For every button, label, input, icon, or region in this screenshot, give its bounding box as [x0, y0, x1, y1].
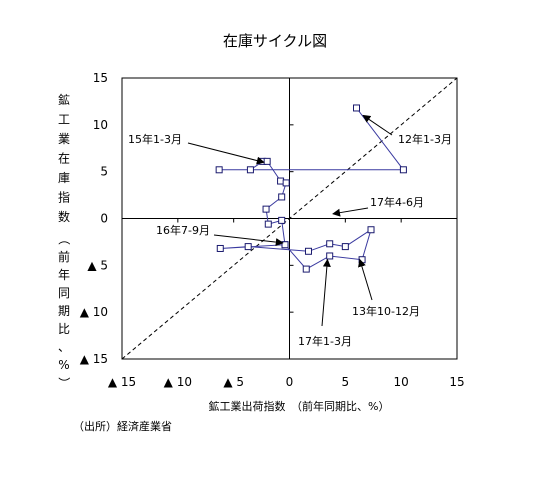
annotation-label: 17年1-3月 [298, 334, 352, 348]
data-point [216, 244, 224, 252]
annotation-label: 15年1-3月 [128, 132, 182, 146]
annotation-arrow [187, 142, 265, 165]
data-point [246, 166, 254, 174]
data-point [278, 193, 286, 201]
data-point [263, 157, 271, 165]
x-axis-label: 鉱工業出荷指数 （前年同期比、%） [209, 399, 390, 413]
data-point [326, 240, 334, 248]
annotations-layer: 12年1-3月 15年1-3月 17年4-6月 16年7-9月 13年10-12月 17年… [128, 114, 452, 348]
annotation-label: 16年7-9月 [156, 223, 210, 237]
data-point [215, 166, 223, 174]
x-tick-label: ▲ 10 [164, 375, 192, 389]
data-point [353, 104, 360, 112]
x-tick-label: 5 [342, 375, 350, 389]
y-tick-label: 10 [93, 118, 108, 132]
source-note: （出所）経済産業省 [73, 419, 172, 433]
y-label-char: 年 [58, 268, 70, 282]
y-tick-label: ▲ 5 [87, 258, 108, 272]
y-label-char: 期 [58, 304, 70, 318]
annotation-arrow [332, 207, 369, 217]
annotation-label: 17年4-6月 [370, 195, 424, 209]
chart-title: 在庫サイクル図 [223, 32, 327, 50]
data-point [367, 226, 375, 234]
data-point [244, 243, 252, 251]
x-tick-label: 15 [449, 375, 464, 389]
tick-labels: ▲ 15 ▲ 10 ▲ 5 0 5 10 15 15 10 5 0 ▲ 5 ▲ 10 ▲ 15 [80, 71, 465, 389]
annotation-label: 12年1-3月 [398, 132, 452, 146]
y-label-char: 業 [58, 132, 70, 146]
annotation-arrow [213, 234, 284, 247]
x-tick-label: 0 [286, 375, 294, 389]
annotation-arrow [358, 258, 373, 301]
y-tick-label: 15 [93, 71, 108, 85]
data-point [304, 247, 312, 255]
data-point [282, 179, 290, 187]
x-tick-label: ▲ 5 [223, 375, 244, 389]
y-label-char: % [58, 358, 69, 372]
y-label-char: 工 [58, 113, 70, 127]
data-point [278, 216, 286, 224]
y-label-char: 在 [58, 152, 70, 166]
series-layer [215, 104, 407, 273]
data-point [281, 241, 289, 249]
annotation-arrow [362, 114, 393, 136]
data-point [341, 243, 349, 251]
y-label-char: 指 [58, 190, 70, 205]
y-label-char: 、 [58, 340, 70, 354]
y-tick-label: ▲ 15 [80, 352, 108, 366]
annotation-arrow [321, 258, 331, 327]
data-point [399, 166, 407, 174]
y-label-char: ） [57, 377, 71, 389]
y-label-char: 比 [58, 322, 70, 336]
data-point [326, 252, 334, 260]
axes-layer [121, 77, 458, 360]
y-tick-label: ▲ 10 [80, 305, 108, 319]
y-label-char: 前 [58, 249, 70, 264]
y-label-char: 同 [58, 286, 70, 300]
y-label-char: （ [57, 233, 71, 245]
data-point [302, 265, 310, 273]
y-label-char: 庫 [58, 171, 70, 185]
data-point [262, 205, 270, 213]
x-tick-label: 10 [394, 375, 409, 389]
x-tick-label: ▲ 15 [108, 375, 136, 389]
data-point [264, 220, 272, 228]
y-tick-label: 0 [100, 212, 108, 226]
diagonal-reference-line [121, 77, 458, 360]
y-label-char: 鉱 [58, 92, 70, 107]
y-tick-label: 5 [100, 165, 108, 179]
annotation-label: 13年10-12月 [352, 304, 420, 318]
y-label-char: 数 [58, 209, 70, 224]
